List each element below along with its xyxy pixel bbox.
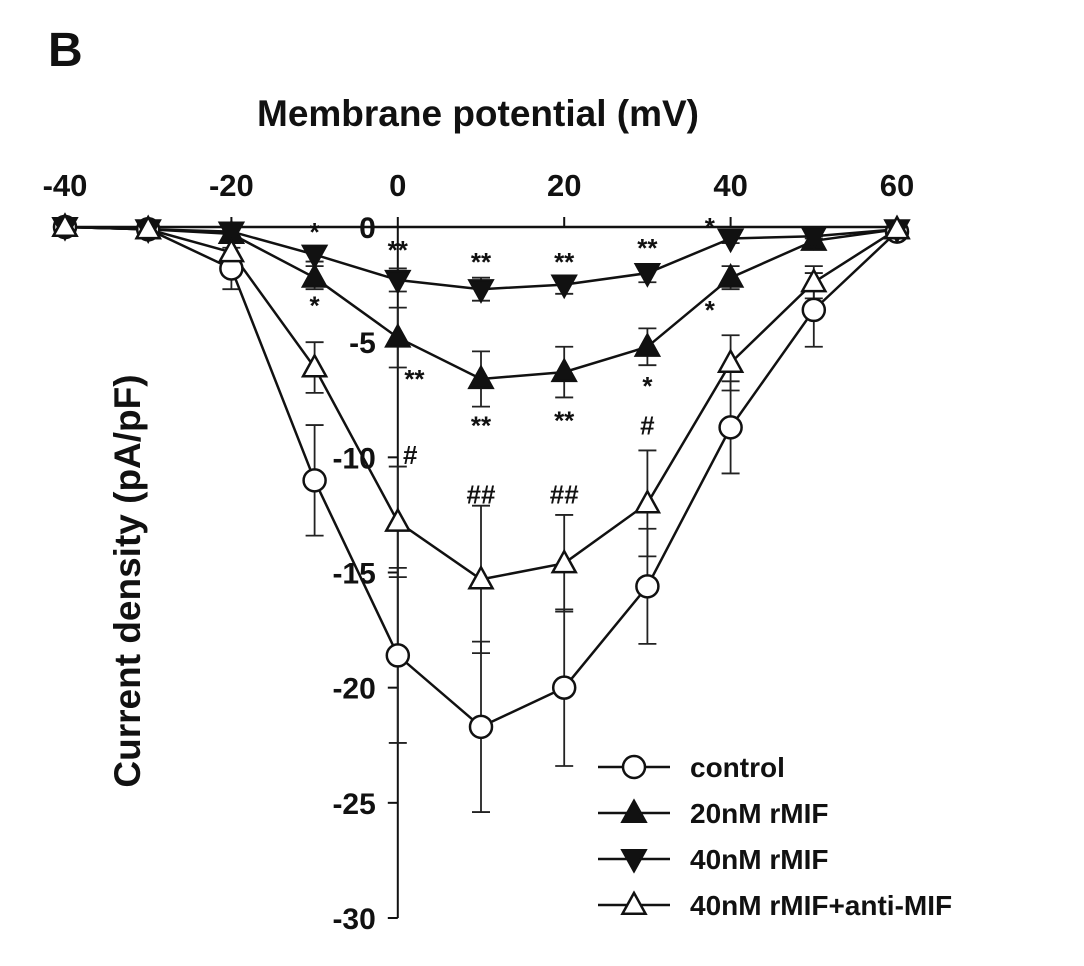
significance-mark: # xyxy=(640,410,655,440)
point-20nm-rmif xyxy=(633,332,662,357)
point-40nm-rmif-anti-mif xyxy=(467,564,495,590)
point-20nm-rmif xyxy=(467,364,495,390)
legend-marker-40nm-rmif xyxy=(620,848,648,874)
point-control xyxy=(385,643,411,668)
legend-marker-control xyxy=(621,754,647,780)
point-40nm-rmif-anti-mif xyxy=(716,348,745,373)
point-20nm-rmif xyxy=(300,262,329,288)
point-20nm-rmif xyxy=(550,357,578,383)
point-40nm-rmif-anti-mif xyxy=(883,214,911,240)
x-tick-label: 60 xyxy=(880,168,914,203)
legend-marker-20nm-rmif xyxy=(620,798,648,824)
y-axis-label: Current density (pA/pF) xyxy=(107,374,148,787)
point-20nm-rmif xyxy=(384,322,412,348)
point-control xyxy=(718,415,743,440)
significance-mark: ** xyxy=(471,247,492,277)
legend-marker-40nm-rmif-anti-mif xyxy=(620,890,648,916)
point-control xyxy=(801,297,827,323)
point-control xyxy=(635,574,660,599)
legend: control 20nM rMIF 40nM rMIF 40nM rMIF+anti-… xyxy=(598,752,952,921)
significance-mark: ## xyxy=(550,479,579,509)
point-40nm-rmif-anti-mif xyxy=(300,352,329,378)
point-40nm-rmif xyxy=(716,228,745,254)
point-40nm-rmif xyxy=(550,274,578,300)
x-tick-label: 0 xyxy=(389,168,406,203)
series-markers xyxy=(51,212,911,740)
legend-label-20nm-rmif: 20nM rMIF xyxy=(690,798,828,829)
point-40nm-rmif-anti-mif xyxy=(633,488,662,514)
significance-mark: * xyxy=(705,212,716,242)
point-40nm-rmif xyxy=(217,221,246,247)
point-40nm-rmif xyxy=(633,263,662,288)
y-tick-label: -30 xyxy=(332,903,375,936)
y-tick-label: -5 xyxy=(349,327,376,360)
axes: -40 -20 0 20 40 600-5-10-15-20-25-30 xyxy=(43,168,915,936)
significance-mark: * xyxy=(310,217,321,247)
error-bars xyxy=(139,226,906,813)
significance-mark: * xyxy=(705,295,716,325)
point-40nm-rmif-anti-mif xyxy=(134,214,162,240)
point-control xyxy=(551,675,577,700)
significance-mark: # xyxy=(403,440,418,470)
significance-mark: ** xyxy=(554,406,575,436)
significance-mark: ** xyxy=(388,235,409,265)
x-tick-label: -20 xyxy=(209,168,254,203)
point-40nm-rmif-anti-mif xyxy=(384,507,412,532)
point-40nm-rmif xyxy=(384,269,412,295)
point-40nm-rmif xyxy=(300,244,329,270)
x-tick-label: 40 xyxy=(713,168,747,203)
legend-label-40nm-rmif: 40nM rMIF xyxy=(690,844,828,875)
y-tick-label: -20 xyxy=(332,673,375,706)
significance-mark: ** xyxy=(471,410,492,440)
point-control xyxy=(468,714,494,740)
significance-annotations: *** ** ** ******** ****### ### xyxy=(310,212,716,509)
point-40nm-rmif-anti-mif xyxy=(217,237,246,263)
y-tick-label: 0 xyxy=(359,212,376,245)
significance-mark: ** xyxy=(404,364,425,394)
point-40nm-rmif-anti-mif xyxy=(550,548,578,574)
y-tick-label: -25 xyxy=(332,788,375,821)
legend-label-control: control xyxy=(690,752,785,783)
point-40nm-rmif xyxy=(467,279,495,304)
x-tick-label: 20 xyxy=(547,168,581,203)
point-40nm-rmif xyxy=(800,226,828,251)
x-axis-label: Membrane potential (mV) xyxy=(257,93,699,134)
point-20nm-rmif xyxy=(716,262,745,288)
significance-mark: ** xyxy=(637,233,658,263)
legend-label-40nm-rmif-anti-mif: 40nM rMIF+anti-MIF xyxy=(690,890,952,921)
point-control xyxy=(302,468,327,493)
significance-mark: * xyxy=(642,371,653,401)
significance-mark: ## xyxy=(467,479,496,509)
point-40nm-rmif-anti-mif xyxy=(51,212,79,238)
significance-mark: * xyxy=(310,291,321,321)
significance-mark: ** xyxy=(554,247,575,277)
x-tick-label: -40 xyxy=(43,168,88,203)
panel-label: B xyxy=(48,24,83,77)
point-40nm-rmif-anti-mif xyxy=(800,267,828,293)
